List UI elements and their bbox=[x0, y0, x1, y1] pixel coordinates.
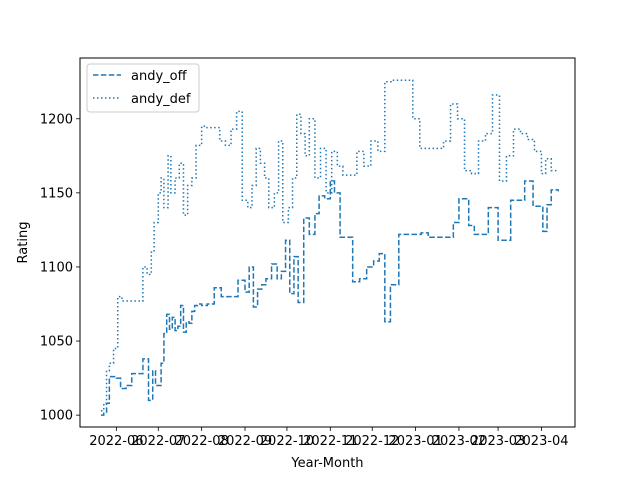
legend-label-andy-off: andy_off bbox=[131, 69, 188, 84]
y-tick-label: 1200 bbox=[40, 112, 73, 127]
y-tick-label: 1100 bbox=[40, 260, 73, 275]
legend-label-andy-def: andy_def bbox=[131, 92, 191, 107]
x-tick-label: 2022-08 bbox=[174, 434, 228, 449]
y-tick-label: 1050 bbox=[40, 335, 73, 350]
y-tick-label: 1150 bbox=[40, 186, 73, 201]
x-tick-label: 2023-03 bbox=[471, 434, 525, 449]
y-axis-ticks: 1000 1050 1100 1150 1200 bbox=[40, 112, 80, 424]
x-axis-label: Year-Month bbox=[290, 456, 363, 471]
series-layer bbox=[100, 79, 559, 416]
series-line-andy-def bbox=[100, 79, 558, 412]
x-tick-label: 2023-01 bbox=[388, 434, 442, 449]
legend: andy_off andy_def bbox=[86, 63, 200, 113]
x-tick-label: 2022-09 bbox=[218, 434, 272, 449]
y-tick-label: 1000 bbox=[40, 409, 73, 424]
x-axis-ticks: 2022-062022-072022-082022-092022-102022-… bbox=[89, 427, 569, 449]
series-line-andy-off bbox=[100, 180, 559, 416]
x-tick-label: 2023-02 bbox=[432, 434, 486, 449]
x-tick-label: 2022-11 bbox=[303, 434, 357, 449]
x-tick-label: 2022-06 bbox=[89, 434, 143, 449]
plot-frame bbox=[79, 57, 576, 428]
x-tick-label: 2022-07 bbox=[131, 434, 185, 449]
y-axis-label: Rating bbox=[16, 222, 31, 264]
legend-box bbox=[86, 63, 200, 113]
x-tick-label: 2022-10 bbox=[260, 434, 314, 449]
x-tick-label: 2022-12 bbox=[345, 434, 399, 449]
x-tick-label: 2023-04 bbox=[514, 434, 568, 449]
